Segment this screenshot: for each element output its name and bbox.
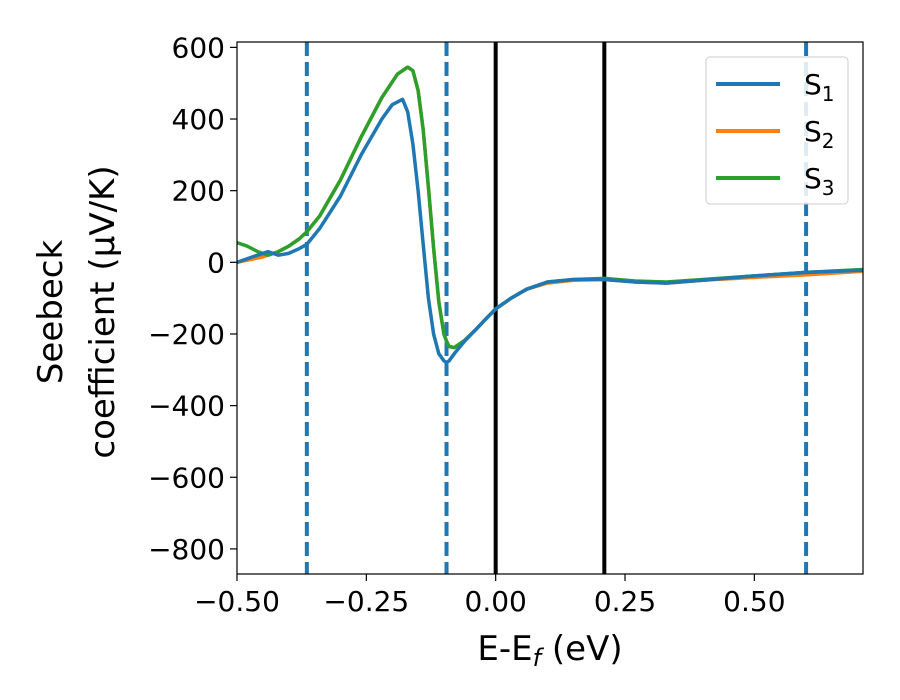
y-axis-label-line2: coefficient (μV/K): [83, 165, 123, 458]
legend-label-2: S2: [804, 115, 835, 153]
x-tick-label: 0.50: [723, 585, 785, 618]
y-tick-label: −800: [148, 533, 225, 566]
series-line-1: [237, 97, 863, 365]
y-axis-label-line1: Seebeck: [31, 240, 71, 385]
y-tick-label: 0: [207, 246, 225, 279]
y-axis-ticks: 600 400 200 0 −200 −400 −600 −800: [148, 31, 237, 566]
legend: S1 S2 S3: [705, 56, 849, 205]
y-tick-label: −200: [148, 318, 225, 351]
legend-label-1: S1: [804, 68, 835, 106]
legend-label-3: S3: [804, 162, 835, 200]
y-tick-label: −600: [148, 461, 225, 494]
y-tick-label: −400: [148, 390, 225, 423]
x-tick-label: 0.00: [465, 585, 527, 618]
y-tick-label: 400: [172, 103, 225, 136]
y-tick-label: 600: [172, 31, 225, 64]
plot-frame: [236, 41, 864, 575]
x-tick-label: 0.25: [594, 585, 656, 618]
x-tick-label: −0.50: [194, 585, 280, 618]
series-lines: [237, 65, 863, 365]
x-axis-label: E-Ef (eV): [477, 629, 622, 672]
y-tick-label: 200: [172, 175, 225, 208]
x-axis-ticks: −0.50 −0.25 0.00 0.25 0.50: [194, 574, 786, 618]
y-axis-label: Seebeck coefficient (μV/K): [31, 165, 123, 458]
x-tick-label: −0.25: [323, 585, 409, 618]
